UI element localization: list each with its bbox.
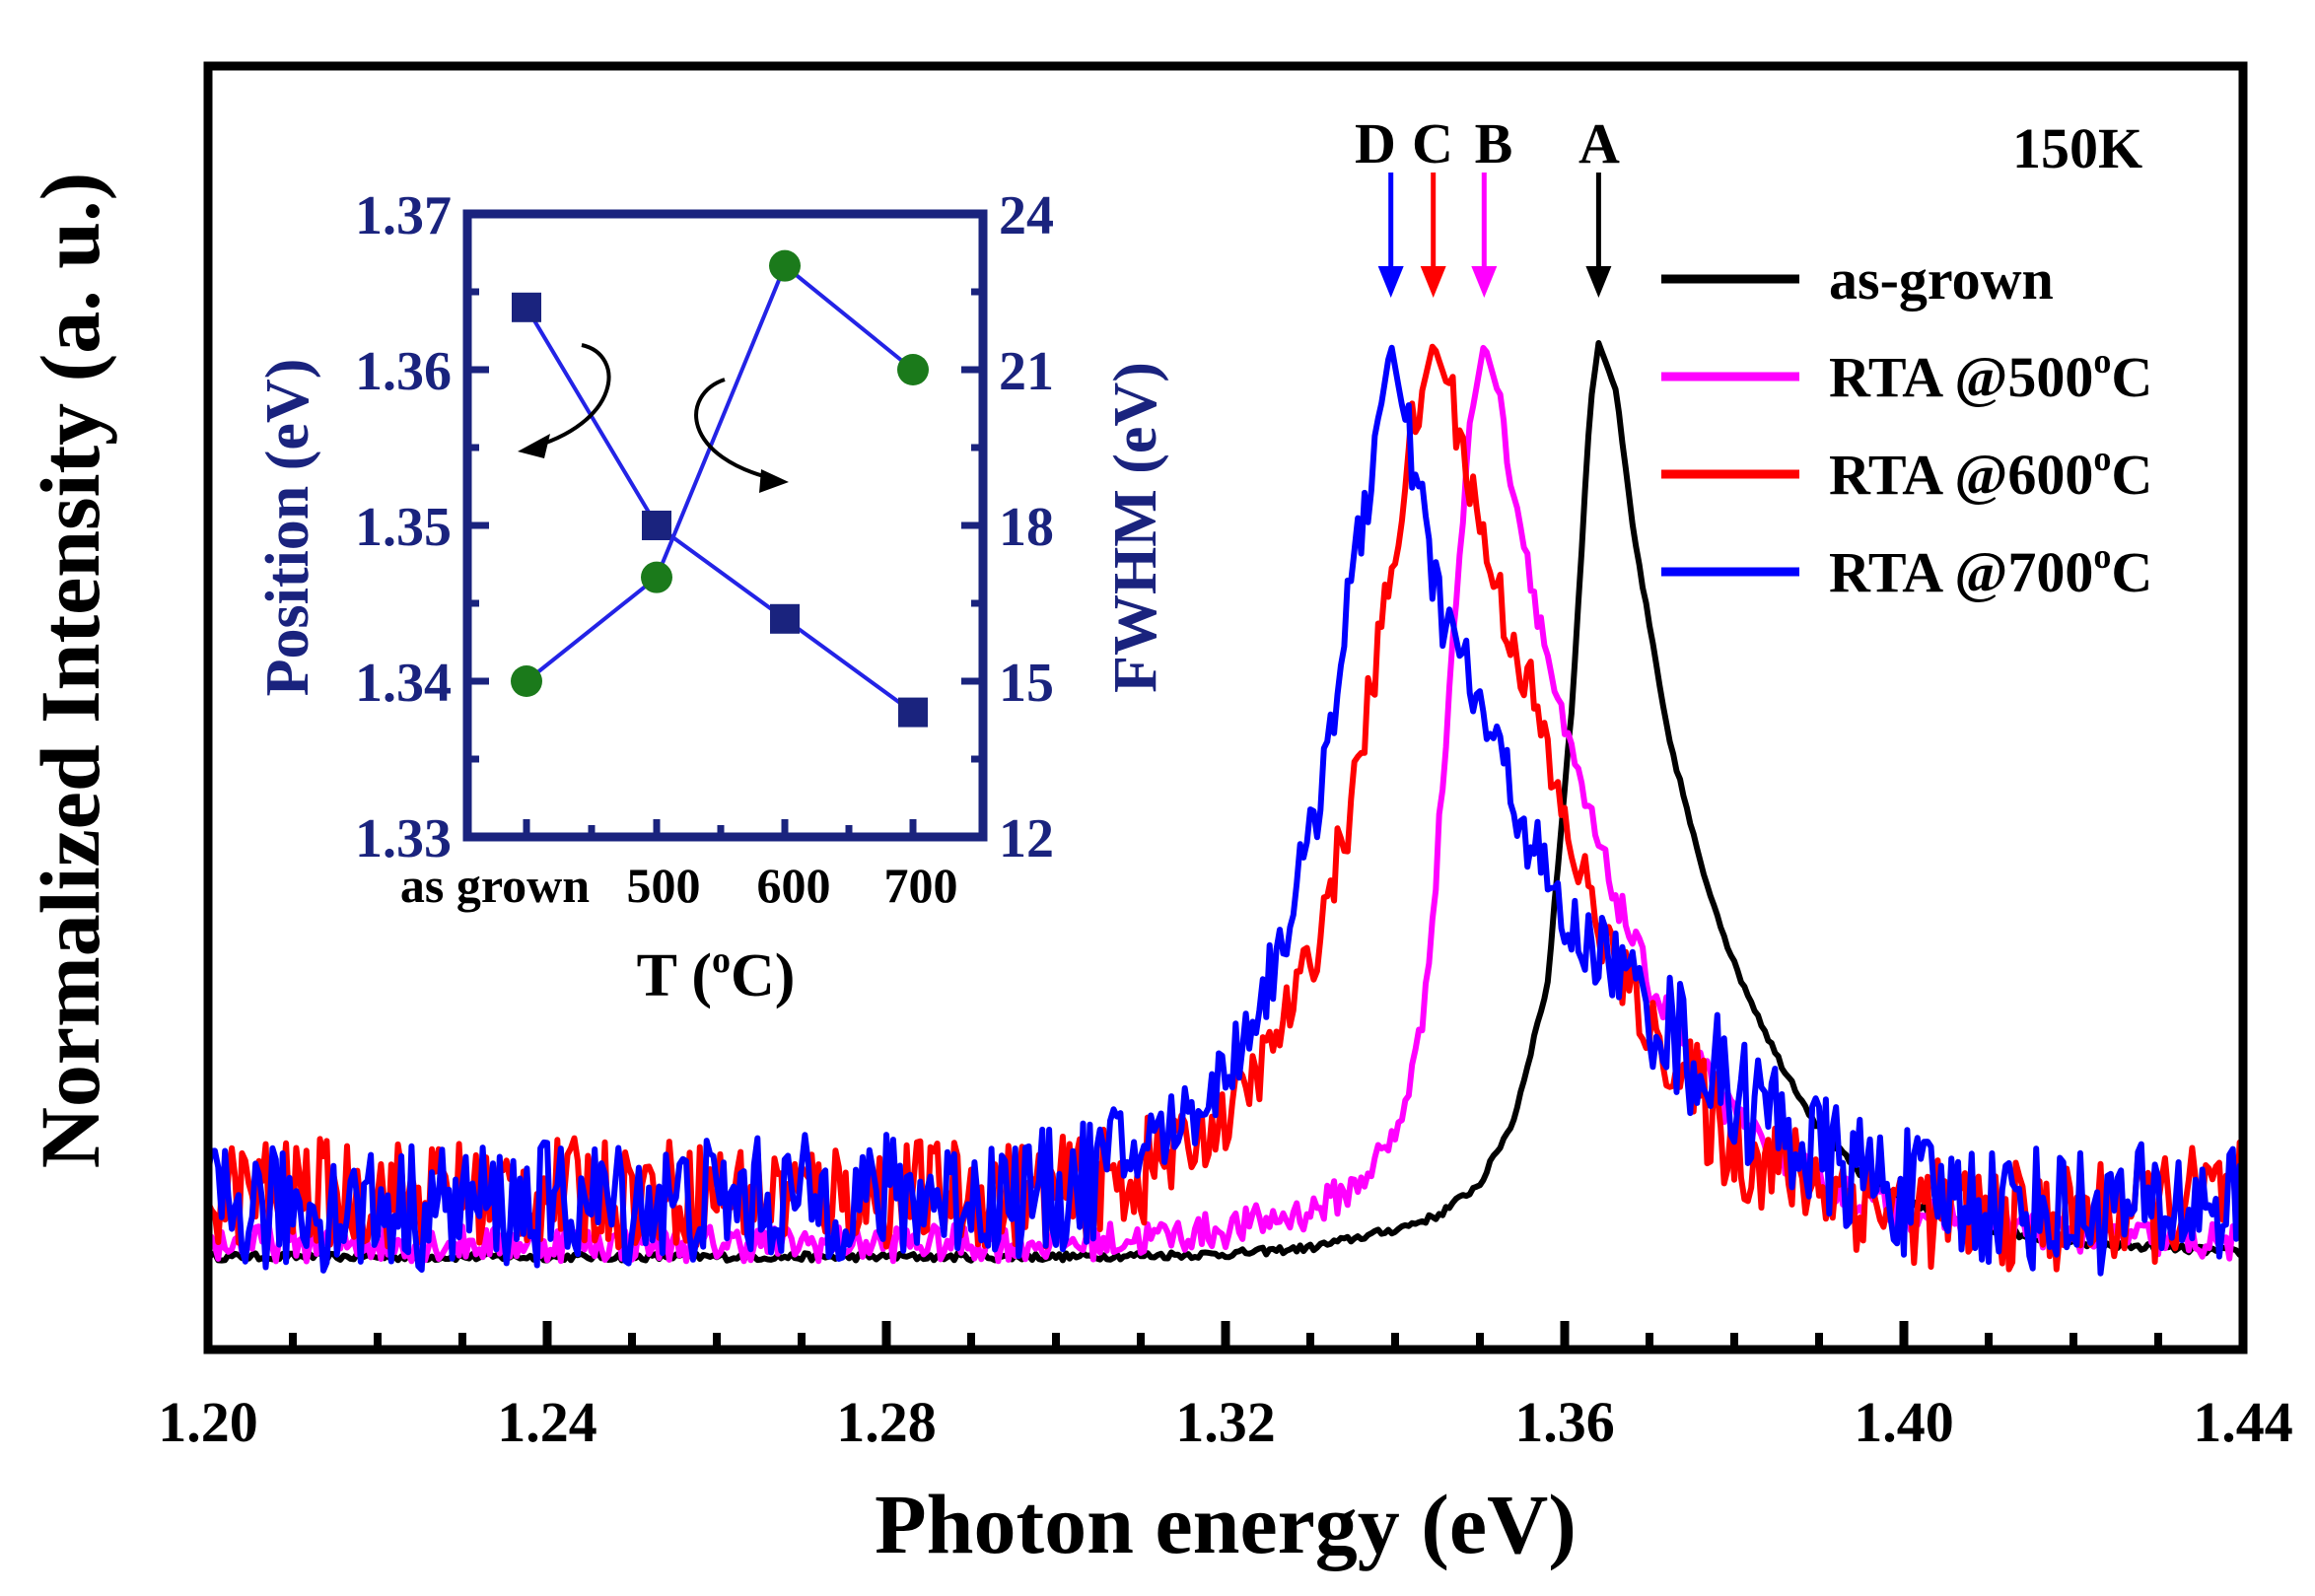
inset-plot: 1.33 1.34 1.35 1.36 1.37 12 15 18 21 24 as grown… bbox=[254, 185, 1169, 1009]
inset-category-label: as grown bbox=[400, 858, 590, 913]
peak-marker-label-B: B bbox=[1475, 111, 1513, 175]
series-line-rta-700oc bbox=[205, 344, 2245, 1277]
legend-label: RTA @700oC bbox=[1829, 536, 2152, 604]
inset-point-position bbox=[512, 292, 541, 322]
inset-left-tick-label: 1.35 bbox=[355, 497, 452, 558]
legend-label: RTA @600oC bbox=[1829, 439, 2152, 507]
inset-right-tick-label: 18 bbox=[999, 497, 1054, 558]
x-tick-label: 1.32 bbox=[1175, 1390, 1276, 1454]
inset-left-tick-labels: 1.33 1.34 1.35 1.36 1.37 bbox=[355, 185, 452, 869]
inset-left-tick-label: 1.37 bbox=[355, 185, 452, 246]
peak-marker-head-B bbox=[1471, 266, 1498, 298]
inset-category-label: 600 bbox=[757, 858, 831, 913]
peak-marker-label-C: C bbox=[1412, 111, 1453, 175]
arrow-to-right-axis bbox=[694, 378, 780, 482]
temperature-annotation: 150K bbox=[2012, 116, 2142, 180]
legend: as-grown RTA @500oC RTA @600oC RTA @700oC bbox=[1661, 247, 2152, 604]
main-x-ticks bbox=[203, 1321, 2248, 1350]
inset-category-labels: as grown 500 600 700 bbox=[400, 858, 958, 913]
peak-marker-head-C bbox=[1420, 266, 1446, 298]
inset-x-axis-label-sup: o bbox=[712, 939, 731, 981]
inset-right-tick-label: 15 bbox=[999, 653, 1054, 714]
inset-point-fwhm bbox=[769, 249, 801, 282]
inset-x-axis-label: T (oC) bbox=[637, 939, 796, 1009]
inset-left-tick-label: 1.36 bbox=[355, 341, 452, 402]
inset-category-label: 700 bbox=[884, 858, 958, 913]
main-plot: 1.20 1.24 1.28 1.32 1.36 1.40 1.44 A BCD 150K P… bbox=[23, 61, 2293, 1571]
inset-left-axis-label: Position (eV) bbox=[254, 359, 321, 697]
arrow-to-left-axis-head bbox=[518, 434, 550, 458]
inset-point-position bbox=[898, 697, 928, 728]
y-axis-label: Normalized Intensity (a. u.) bbox=[23, 173, 117, 1168]
main-x-tick-labels: 1.20 1.24 1.28 1.32 1.36 1.40 1.44 bbox=[158, 1390, 2293, 1454]
peak-markers: A BCD bbox=[1355, 111, 1620, 298]
inset-category-label: 500 bbox=[627, 858, 701, 913]
inset-left-tick-label: 1.33 bbox=[355, 808, 452, 869]
x-tick-label: 1.24 bbox=[497, 1390, 597, 1454]
peak-marker-label-A: A bbox=[1578, 111, 1620, 175]
peak-marker-label-D: D bbox=[1355, 111, 1396, 175]
inset-point-position bbox=[642, 511, 671, 540]
arrow-to-left-axis bbox=[526, 343, 611, 451]
legend-label: as-grown bbox=[1829, 247, 2054, 312]
x-tick-label: 1.28 bbox=[836, 1390, 937, 1454]
x-tick-label: 1.40 bbox=[1854, 1390, 1954, 1454]
inset-frame bbox=[462, 209, 988, 842]
inset-right-tick-label: 21 bbox=[999, 341, 1054, 402]
main-series-group bbox=[205, 340, 2246, 1277]
inset-right-tick-label: 12 bbox=[999, 808, 1054, 869]
legend-label: RTA @500oC bbox=[1829, 341, 2152, 409]
x-tick-label: 1.20 bbox=[158, 1390, 258, 1454]
x-axis-label: Photon energy (eV) bbox=[875, 1477, 1577, 1571]
peak-marker-head-A bbox=[1585, 266, 1612, 298]
inset-right-tick-labels: 12 15 18 21 24 bbox=[999, 185, 1054, 869]
inset-right-axis-label: FWHM (eV) bbox=[1102, 362, 1169, 693]
inset-background bbox=[467, 214, 983, 837]
inset-point-fwhm bbox=[641, 561, 672, 593]
inset-point-fwhm bbox=[511, 665, 542, 697]
x-tick-label: 1.44 bbox=[2193, 1390, 2293, 1454]
peak-marker-head-D bbox=[1377, 266, 1404, 298]
inset-point-fwhm bbox=[897, 354, 929, 385]
x-tick-label: 1.36 bbox=[1514, 1390, 1615, 1454]
inset-right-tick-label: 24 bbox=[999, 185, 1054, 246]
inset-point-position bbox=[770, 603, 800, 634]
inset-line-fwhm bbox=[525, 262, 915, 683]
arrow-to-right-axis-head bbox=[759, 469, 789, 493]
inset-left-tick-label: 1.34 bbox=[355, 653, 452, 714]
